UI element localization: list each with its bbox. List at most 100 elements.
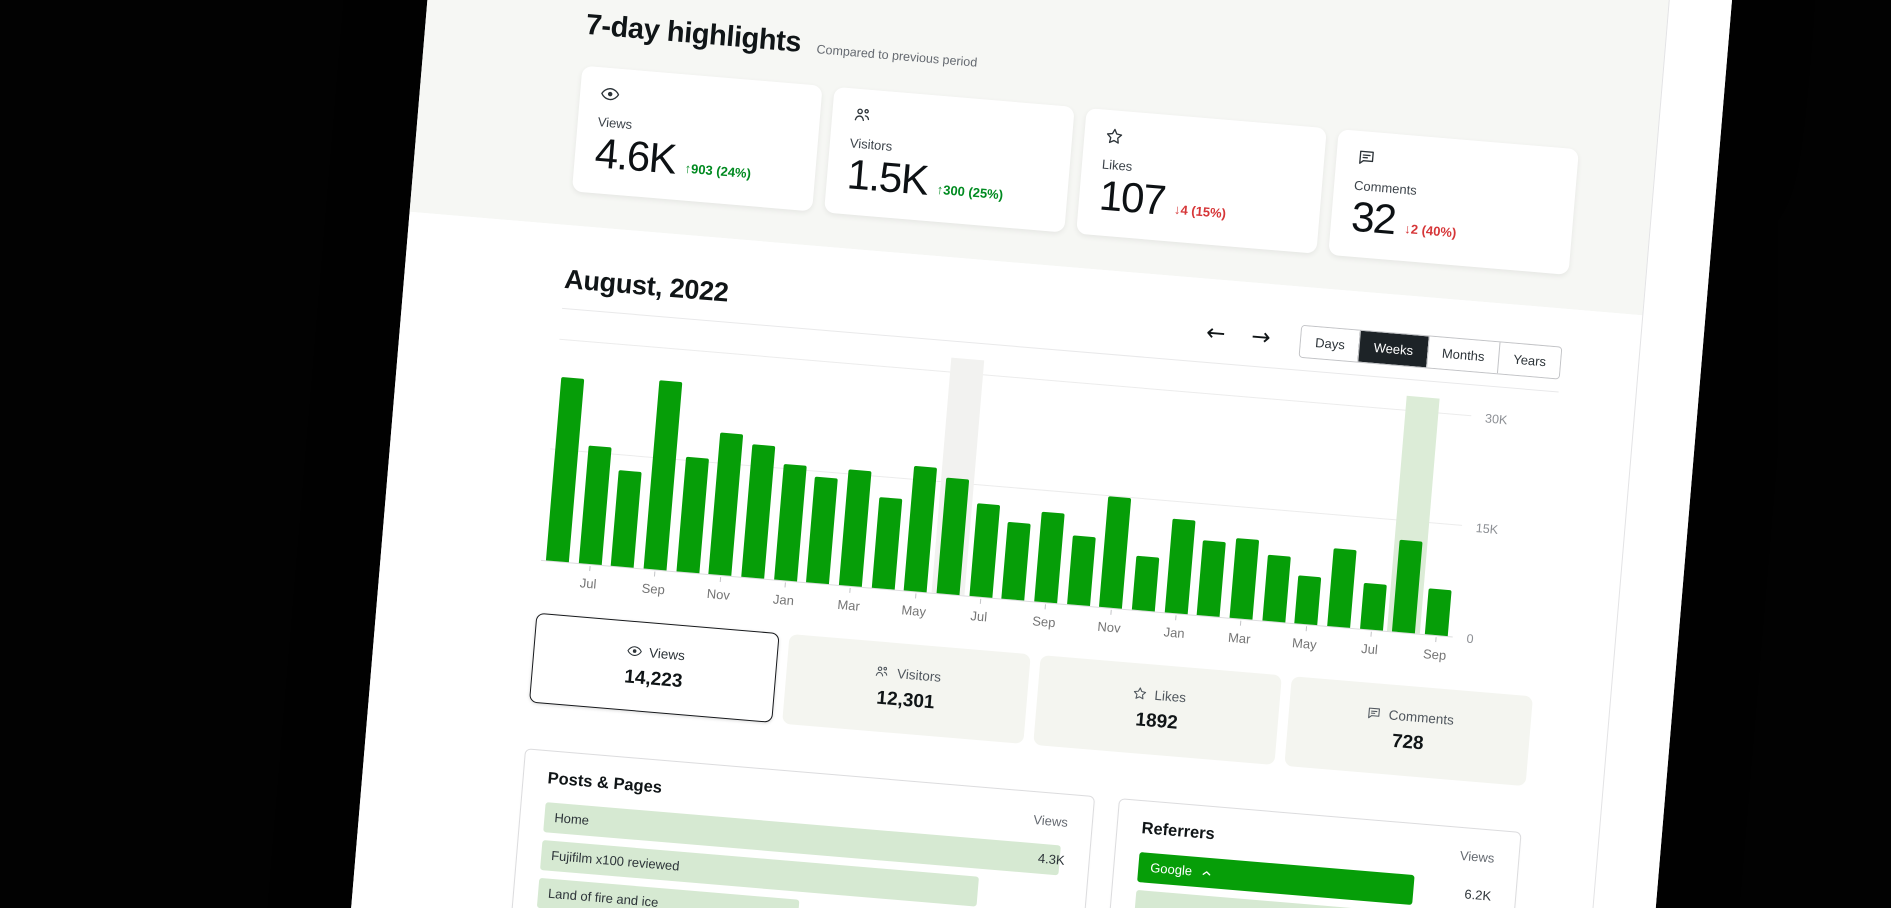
period-title: August, 2022 [563,264,730,308]
chart-bar[interactable] [1262,554,1291,623]
x-axis-label: Nov [1096,618,1122,636]
x-axis-tick [849,587,852,594]
x-axis-label: Jul [579,575,598,592]
chart-bar[interactable] [1327,548,1357,628]
chart-controls: ← → Days Weeks Months Years [1205,317,1563,380]
chevron-up-icon [1200,866,1214,880]
x-axis-label: Sep [1031,613,1057,631]
chart-y-axis: 30K 15K 0 [1453,401,1557,646]
row-label-text: Google [1149,860,1193,879]
chart-bar[interactable] [871,497,902,590]
x-axis-label: Jan [772,591,795,609]
x-axis-label: Jul [969,608,988,625]
metric-value: 1.5K [845,150,930,204]
range-tabs: Days Weeks Months Years [1298,324,1563,380]
metric-delta: ↓2 (40%) [1403,221,1457,241]
x-axis-label: Jan [1163,624,1186,642]
y-axis-label: 30K [1484,411,1508,428]
x-axis-tick [1175,615,1177,621]
people-icon [851,104,873,126]
chart-bar[interactable] [610,470,642,568]
x-axis-tick [784,582,786,588]
page-title: 7-day highlights [584,8,803,59]
summary-tab-label: Comments [1388,707,1455,728]
referrers-list: Google 6.2K [1133,852,1492,908]
summary-tab-visitors[interactable]: Visitors 12,301 [782,634,1031,745]
chart-bar[interactable] [1164,518,1196,615]
summary-tab-comments[interactable]: Comments 728 [1284,676,1533,787]
summary-tab-views[interactable]: Views 14,223 [528,612,780,723]
eye-icon [599,83,621,105]
chart-bar[interactable] [578,445,612,566]
range-tab-weeks[interactable]: Weeks [1357,330,1429,368]
range-tab-months[interactable]: Months [1425,336,1500,374]
eye-icon [626,643,643,660]
range-tab-years[interactable]: Years [1497,342,1562,379]
chart-bar[interactable] [1131,555,1160,612]
metric-delta: ↑300 (25%) [936,181,1004,203]
chart-bar[interactable] [838,468,872,587]
people-icon [874,663,891,680]
referrer-row-google[interactable]: Google 6.2K [1137,852,1492,908]
summary-tab-label: Visitors [896,665,942,685]
posts-pages-title: Posts & Pages [546,769,663,797]
bottom-cards: Posts & Pages Views Home 4.3K Fujifilm x10… [505,748,1522,908]
row-label-text: Home [553,810,590,828]
stats-page: 7-day highlights Compared to previous pe… [334,0,1674,908]
x-axis-label: Sep [1422,646,1447,664]
chart-bar[interactable] [1034,511,1065,604]
x-axis-tick [1110,609,1112,615]
page-sheet: 7-day highlights Compared to previous pe… [334,0,1736,908]
chart-bar[interactable] [968,503,1000,598]
chart-bar[interactable] [1001,521,1031,601]
range-tab-days[interactable]: Days [1300,325,1361,362]
x-axis-tick [719,577,721,583]
traffic-section: August, 2022 ← → Days Weeks Months Years Ju… [334,211,1644,908]
x-axis-label: May [900,602,927,620]
summary-tab-header: Likes [1131,685,1187,706]
x-axis-label: May [1291,635,1318,653]
x-axis-tick [589,566,591,572]
next-period-button[interactable]: → [1250,323,1272,352]
x-axis-tick [1044,604,1047,610]
x-axis-label: Sep [641,580,666,598]
x-axis-tick [914,593,917,599]
chart-bar[interactable] [1099,495,1132,609]
highlight-cards: Views 4.6K ↑903 (24%) Visitors 1.5K ↑300 (25%… [571,65,1579,276]
chart-bar[interactable] [1066,535,1096,607]
comment-icon [1356,147,1378,169]
summary-tab-likes[interactable]: Likes 1892 [1033,655,1282,766]
chart-bar[interactable] [936,477,970,596]
previous-period-button[interactable]: ← [1205,319,1227,348]
x-axis-label: Jul [1360,641,1379,658]
chart-bar[interactable] [1229,537,1260,620]
summary-tab-label: Views [648,644,686,663]
x-axis-label: Mar [836,597,861,614]
chart-bar[interactable] [1294,575,1322,626]
metric-value: 32 [1349,192,1398,244]
chart-bar[interactable] [1424,587,1452,637]
x-axis-label: Mar [1227,629,1252,647]
chart-bar[interactable] [1392,539,1423,634]
highlight-card-visitors: Visitors 1.5K ↑300 (25%) [824,86,1075,233]
y-axis-label: 0 [1466,631,1475,647]
row-label: Google [1137,852,1492,908]
summary-tab-header: Visitors [874,663,942,685]
chart-bar[interactable] [1359,582,1387,631]
chart-bar[interactable] [675,456,709,574]
x-axis-label: Nov [706,586,731,603]
page-subtitle: Compared to previous period [816,42,978,70]
chart-bar[interactable] [773,463,807,582]
chart-bar[interactable] [1196,540,1227,618]
summary-tab-label: Likes [1153,687,1187,705]
referrers-card: Referrers Views Google 6.2K [1099,798,1522,908]
summary-tab-value: 728 [1391,730,1425,755]
row-label [1135,897,1146,908]
summary-tab-value: 12,301 [875,687,936,714]
summary-tab-value: 14,223 [623,666,684,693]
x-axis-tick [1435,637,1438,643]
summary-tab-header: Comments [1365,705,1455,728]
star-icon [1104,126,1126,148]
chart-bar[interactable] [806,476,839,585]
x-axis-tick [1305,626,1307,632]
